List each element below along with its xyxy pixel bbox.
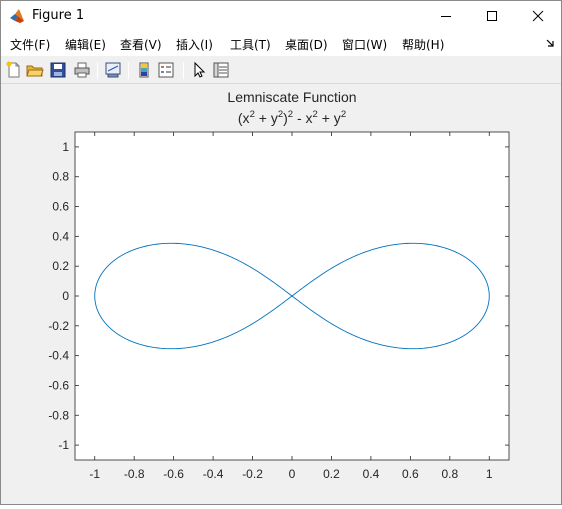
chart[interactable]: Lemniscate Function (x2 + y2)2 - x2 + y2… bbox=[1, 85, 561, 504]
save-icon[interactable] bbox=[49, 61, 67, 79]
menu-desktop[interactable]: 桌面(D) bbox=[285, 38, 328, 52]
x-tick-label: 0.6 bbox=[402, 467, 419, 481]
subtitle-superscript: 2 bbox=[341, 109, 346, 120]
link-plot-icon[interactable] bbox=[104, 61, 122, 79]
y-tick-label: -0.8 bbox=[48, 408, 69, 422]
subtitle-superscript: 2 bbox=[278, 109, 283, 120]
menu-help[interactable]: 帮助(H) bbox=[402, 38, 445, 52]
lemniscate-line bbox=[94, 242, 490, 350]
maximize-button[interactable] bbox=[469, 1, 515, 31]
x-tick-label: -0.2 bbox=[242, 467, 263, 481]
x-tick-label: -0.6 bbox=[163, 467, 184, 481]
subtitle-part: + y bbox=[255, 110, 278, 126]
x-tick-label: 1 bbox=[486, 467, 493, 481]
subtitle-part: (x bbox=[238, 110, 250, 126]
menu-view[interactable]: 查看(V) bbox=[120, 38, 162, 52]
x-tick-label: -0.8 bbox=[124, 467, 145, 481]
subtitle-superscript: 2 bbox=[313, 109, 318, 120]
x-tick-label: 0 bbox=[289, 467, 296, 481]
y-tick-label: 0.8 bbox=[52, 170, 69, 184]
y-tick-label: -0.6 bbox=[48, 378, 69, 392]
x-tick-label: -0.4 bbox=[203, 467, 224, 481]
insert-colorbar-icon[interactable] bbox=[135, 61, 153, 79]
figure-toolbar bbox=[1, 57, 561, 84]
y-tick-label: 1 bbox=[62, 140, 69, 154]
open-file-icon[interactable] bbox=[26, 61, 44, 79]
x-tick-label: 0.2 bbox=[323, 467, 340, 481]
y-tick-label: 0.4 bbox=[52, 229, 69, 243]
subtitle-superscript: 2 bbox=[250, 109, 255, 120]
edit-plot-arrow-icon[interactable] bbox=[190, 61, 208, 79]
menu-file[interactable]: 文件(F) bbox=[10, 38, 51, 52]
y-tick-label: 0 bbox=[62, 289, 69, 303]
close-button[interactable] bbox=[515, 1, 561, 31]
toolbar-separator bbox=[97, 62, 98, 79]
x-tick-label: 0.8 bbox=[441, 467, 458, 481]
menu-window[interactable]: 窗口(W) bbox=[342, 38, 388, 52]
menu-bar: 文件(F) 编辑(E) 查看(V) 插入(I) 工具(T) 桌面(D) 窗口(W… bbox=[1, 31, 561, 56]
title-bar[interactable]: Figure 1 bbox=[1, 1, 561, 31]
close-icon bbox=[532, 10, 544, 22]
subtitle-part: ) bbox=[283, 110, 288, 126]
maximize-icon bbox=[487, 11, 497, 21]
property-inspector-icon[interactable] bbox=[212, 61, 230, 79]
menu-edit[interactable]: 编辑(E) bbox=[65, 38, 106, 52]
matlab-icon bbox=[10, 9, 24, 23]
y-tick-label: -0.4 bbox=[48, 349, 69, 363]
y-tick-label: 0.2 bbox=[52, 259, 69, 273]
print-icon[interactable] bbox=[73, 61, 91, 79]
subtitle-part: + y bbox=[318, 110, 341, 126]
new-figure-icon[interactable] bbox=[5, 61, 23, 79]
toolbar-separator bbox=[128, 62, 129, 79]
menu-tools[interactable]: 工具(T) bbox=[230, 38, 271, 52]
subtitle-superscript: 2 bbox=[288, 109, 293, 120]
chart-title: Lemniscate Function bbox=[227, 89, 356, 105]
menu-insert[interactable]: 插入(I) bbox=[176, 38, 213, 52]
insert-legend-icon[interactable] bbox=[157, 61, 175, 79]
minimize-button[interactable] bbox=[423, 1, 469, 31]
chart-subtitle: (x2 + y2)2 - x2 + y2 bbox=[238, 109, 346, 126]
y-tick-label: -0.2 bbox=[48, 319, 69, 333]
axis-ticks: -1 -0.8 -0.6 -0.4 -0.2 0 0.2 0.4 0.6 0.8 1 -1 -0.8 -0… bbox=[48, 132, 509, 481]
x-tick-label: -1 bbox=[89, 467, 100, 481]
y-tick-label: 0.6 bbox=[52, 200, 69, 214]
y-tick-label: -1 bbox=[58, 438, 69, 452]
x-tick-label: 0.4 bbox=[363, 467, 380, 481]
dock-arrow-icon[interactable] bbox=[545, 38, 555, 48]
subtitle-part: - x bbox=[293, 110, 312, 126]
window-title: Figure 1 bbox=[32, 8, 85, 23]
minimize-icon bbox=[441, 16, 451, 17]
toolbar-separator bbox=[183, 62, 184, 79]
figure-canvas[interactable]: Lemniscate Function (x2 + y2)2 - x2 + y2… bbox=[1, 85, 561, 504]
